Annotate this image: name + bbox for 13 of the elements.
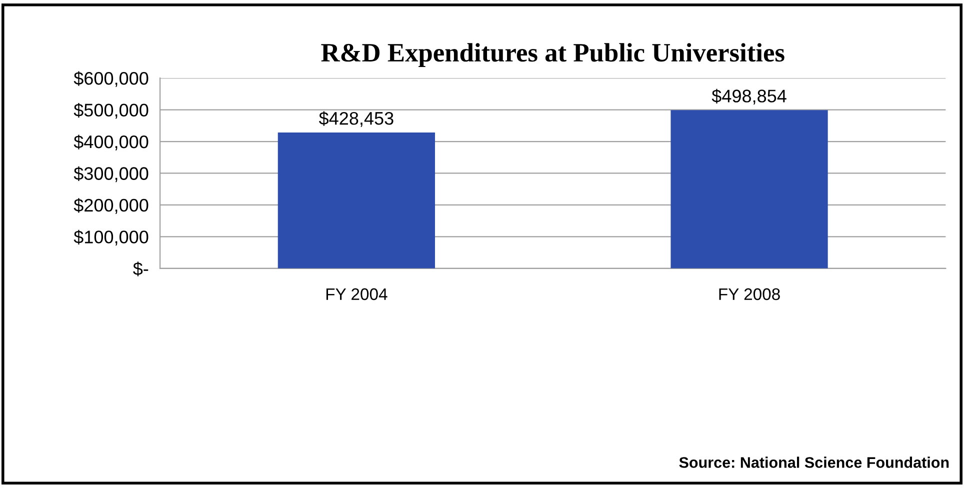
data-label: $428,453: [318, 111, 394, 127]
y-tick-label: $-: [133, 262, 148, 276]
chart-title: R&D Expenditures at Public Universities: [321, 43, 784, 68]
y-tick-label: $300,000: [74, 166, 148, 182]
y-tick-label: $200,000: [74, 198, 148, 214]
x-tick-label: FY 2008: [719, 288, 780, 300]
y-tick-label: $100,000: [74, 230, 148, 246]
y-tick-label: $400,000: [74, 134, 148, 150]
source-note: Source: National Science Foundation: [679, 456, 949, 468]
data-label: $498,854: [712, 88, 786, 105]
x-tick-label: FY 2004: [326, 288, 388, 300]
y-tick-label: $500,000: [74, 102, 148, 119]
y-tick-label: $600,000: [74, 71, 148, 87]
